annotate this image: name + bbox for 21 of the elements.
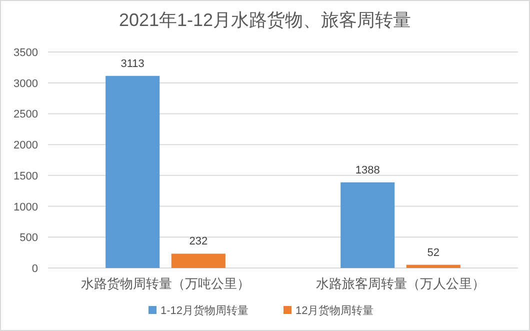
y-tick-label: 3500 <box>14 47 38 59</box>
y-tick-label: 1000 <box>14 201 38 214</box>
data-label: 232 <box>189 236 208 248</box>
bar <box>340 182 395 268</box>
y-tick-label: 0 <box>32 263 38 275</box>
y-tick-label: 1500 <box>14 170 38 182</box>
bar <box>171 254 226 268</box>
x-tick-label: 水路货物周转量（万吨公里） <box>81 276 250 291</box>
data-label: 1388 <box>355 164 380 176</box>
data-label: 3113 <box>120 58 144 70</box>
y-tick-label: 2000 <box>14 140 38 152</box>
bar <box>406 264 460 268</box>
chart-title: 2021年1-12月水路货物、旅客周转量 <box>118 10 412 30</box>
bar <box>106 76 160 268</box>
x-tick-label: 水路旅客周转量（万人公里） <box>316 276 485 291</box>
data-label: 52 <box>427 246 440 259</box>
y-tick-label: 3000 <box>14 78 38 90</box>
y-tick-label: 500 <box>20 232 38 244</box>
legend-item: 12月货物周转量 <box>284 305 374 317</box>
y-tick-label: 2500 <box>14 108 38 121</box>
legend-item: 1-12月货物周转量 <box>148 305 249 317</box>
